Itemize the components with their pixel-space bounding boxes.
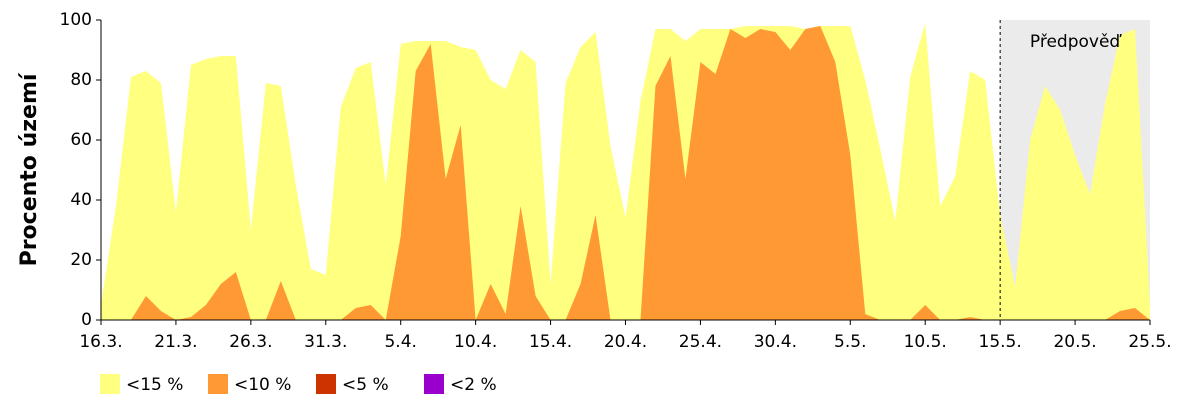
x-tick-label: 10.5. (904, 332, 947, 352)
y-tick-label: 40 (70, 190, 92, 210)
legend-label: <10 % (234, 375, 291, 395)
x-tick-label: 30.4. (754, 332, 797, 352)
x-tick-label: 20.5. (1053, 332, 1096, 352)
x-tick-label: 31.3. (304, 332, 347, 352)
x-tick-label: 21.3. (154, 332, 197, 352)
x-tick-label: 5.4. (384, 332, 416, 352)
y-tick-label: 20 (70, 250, 92, 270)
legend-label: <15 % (126, 375, 183, 395)
forecast-label: Předpověď (1030, 32, 1123, 52)
x-tick-label: 25.5. (1128, 332, 1171, 352)
area (101, 23, 1150, 320)
x-tick-label: 10.4. (454, 332, 497, 352)
legend-swatch (208, 374, 228, 394)
y-tick-label: 60 (70, 130, 92, 150)
legend-swatch (100, 374, 120, 394)
y-tick-label: 100 (60, 10, 92, 30)
y-axis-title: Procento území (17, 72, 42, 266)
x-tick-label: 25.4. (679, 332, 722, 352)
x-tick-label: 16.3. (79, 332, 122, 352)
x-tick-label: 26.3. (229, 332, 272, 352)
legend-label: <2 % (450, 375, 497, 395)
y-tick-label: 80 (70, 70, 92, 90)
x-tick-label: 20.4. (604, 332, 647, 352)
legend-label: <5 % (342, 375, 389, 395)
x-tick-label: 5.5. (834, 332, 866, 352)
legend-swatch (424, 374, 444, 394)
y-tick-label: 0 (81, 310, 92, 330)
x-tick-label: 15.4. (529, 332, 572, 352)
legend-swatch (316, 374, 336, 394)
x-tick-label: 15.5. (979, 332, 1022, 352)
